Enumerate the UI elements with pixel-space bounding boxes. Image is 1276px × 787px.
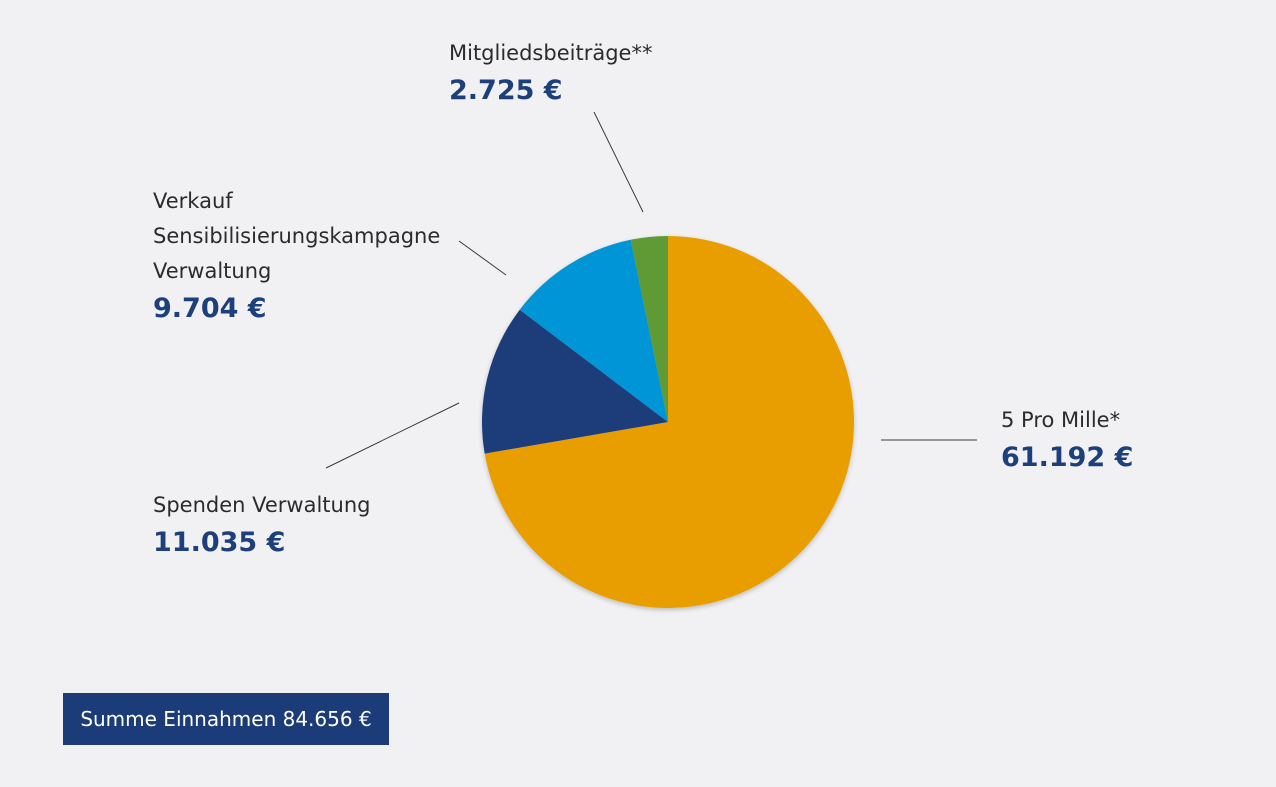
slice-value: 9.704 € [153, 293, 267, 324]
slice-value: 61.192 € [1001, 442, 1134, 473]
pie-slice-1 [481, 309, 668, 454]
label-verkauf-sensibilisierungskampagne: Verkauf Sensibilisierungskampagne Verwal… [153, 184, 440, 329]
slice-name: Verkauf [153, 189, 233, 213]
label-5-pro-mille: 5 Pro Mille* 61.192 € [1001, 403, 1133, 478]
leader-line-1 [325, 402, 460, 469]
slice-name: Verwaltung [153, 259, 272, 283]
pie-slices [481, 236, 854, 608]
slice-name: 5 Pro Mille* [1001, 408, 1121, 432]
slice-name: Sensibilisierungskampagne [153, 224, 441, 248]
leader-line-2 [458, 240, 507, 276]
slice-name: Spenden Verwaltung [153, 493, 371, 517]
label-spenden-verwaltung: Spenden Verwaltung 11.035 € [153, 488, 370, 563]
slice-value: 11.035 € [153, 527, 286, 558]
pie-slice-3 [630, 236, 668, 422]
slice-name: Mitgliedsbeiträge** [449, 41, 653, 65]
pie-slice-0 [484, 236, 854, 608]
leader-line-3 [593, 111, 644, 213]
slice-value: 2.725 € [449, 75, 563, 106]
total-income-box: Summe Einnahmen 84.656 € [63, 693, 389, 745]
label-mitgliedsbeitraege: Mitgliedsbeiträge** 2.725 € [449, 36, 652, 111]
pie-slice-2 [519, 239, 668, 422]
